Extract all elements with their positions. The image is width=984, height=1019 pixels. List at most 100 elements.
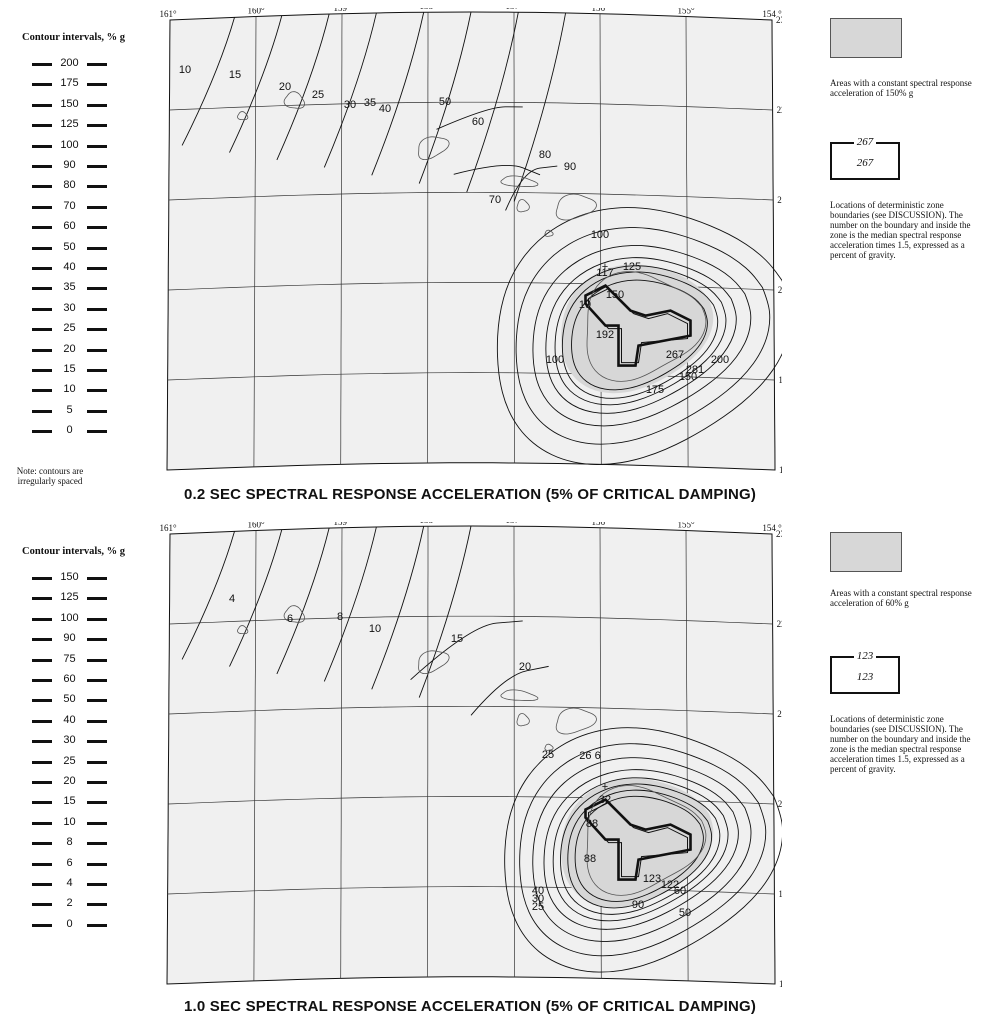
- interval-value: 10: [63, 815, 76, 828]
- longitude-label: 155°: [677, 8, 695, 16]
- contour-label: 117: [596, 267, 614, 279]
- longitude-label: 159°: [333, 8, 351, 13]
- parallel-line: [169, 615, 773, 625]
- interval-line-mark: [87, 597, 107, 601]
- interval-line-mark: [87, 638, 107, 642]
- interval-line-mark: [87, 679, 107, 682]
- island-outline: [516, 713, 530, 727]
- deterministic-zone-box: 267 267: [830, 136, 900, 180]
- contour-label: 15: [229, 69, 241, 81]
- interval-line-mark: [87, 144, 107, 148]
- interval-line-mark: [32, 165, 52, 168]
- interval-line-mark: [87, 821, 107, 825]
- latitude-label-right: 22°: [777, 105, 782, 115]
- contour-interval-row: 90: [30, 632, 110, 646]
- contour-interval-row: 20: [30, 343, 110, 357]
- latitude-label-right: 20°: [778, 799, 782, 809]
- zone-description: Locations of deterministic zone boundari…: [830, 200, 971, 260]
- longitude-label: 158°: [419, 522, 437, 525]
- longitude-label: 158°: [419, 8, 437, 11]
- interval-line-mark: [32, 760, 52, 764]
- interval-line-mark: [87, 348, 107, 352]
- meridian-line: [253, 16, 257, 467]
- interval-line-mark: [87, 389, 107, 393]
- meridian-line: [253, 530, 257, 981]
- interval-line-mark: [87, 328, 107, 332]
- contour-label: 15: [451, 633, 463, 645]
- contour-line: [519, 743, 767, 957]
- contour-interval-row: 40: [30, 714, 110, 728]
- contour-interval-row: 0: [30, 424, 110, 438]
- interval-line-mark: [87, 226, 107, 230]
- island-outline: [237, 111, 249, 121]
- contour-interval-row: 125: [30, 118, 110, 132]
- contour-line: [418, 11, 472, 184]
- interval-line-mark: [87, 699, 107, 703]
- contour-label: 90: [632, 899, 644, 911]
- island-outline: [544, 229, 554, 237]
- longitude-label: 161°: [160, 9, 177, 19]
- interval-line-mark: [32, 658, 52, 662]
- interval-value: 125: [60, 591, 79, 604]
- shaded-constant-zone: [561, 264, 714, 394]
- interval-line-mark: [32, 719, 52, 723]
- longitude-label: 154 °: [762, 9, 782, 19]
- interval-line-mark: [32, 842, 52, 846]
- interval-line-mark: [87, 883, 107, 886]
- interval-line-mark: [32, 124, 52, 128]
- latitude-label-right: 18°: [779, 979, 782, 988]
- interval-line-mark: [32, 903, 52, 907]
- interval-line-mark: [32, 348, 52, 352]
- contour-note: Note: contours are irregularly spaced: [16, 466, 84, 486]
- interval-line-mark: [87, 63, 107, 66]
- contour-label: 122: [661, 879, 679, 891]
- contour-interval-row: 70: [30, 200, 110, 214]
- contour-label: 267: [666, 349, 684, 361]
- interval-line-mark: [87, 205, 107, 209]
- contour-label: 192: [596, 329, 614, 341]
- contour-label: 40: [379, 103, 391, 115]
- zone-box-boundary-value: 123: [853, 650, 877, 662]
- interval-value: 150: [60, 571, 79, 583]
- constant-acceleration-swatch: [830, 18, 902, 58]
- contour-line: [410, 620, 523, 680]
- interval-line-mark: [87, 903, 107, 907]
- interval-line-mark: [32, 226, 52, 230]
- island-outline: [555, 707, 597, 735]
- contour-line: [276, 13, 330, 161]
- contour-label: 50: [679, 907, 691, 919]
- contour-interval-row: 15: [30, 363, 110, 377]
- island-outline: [516, 199, 530, 213]
- contour-interval-row: 175: [30, 77, 110, 91]
- interval-line-mark: [32, 883, 52, 886]
- longitude-label: 156°: [591, 8, 609, 13]
- contour-interval-row: 2: [30, 897, 110, 911]
- contour-label: 25: [532, 901, 544, 913]
- island-outline: [586, 785, 707, 896]
- interval-line-mark: [32, 577, 52, 580]
- longitude-label: 161°: [160, 523, 177, 533]
- contour-label: 150: [606, 289, 624, 301]
- contour-labels: 10 15 20 25 30 35 40 50 60 70 80 90 100 117 125 150 192 2…: [179, 64, 729, 396]
- panel-top: Contour intervals, % g 200 175 150 125 100 90…: [0, 0, 984, 508]
- latitude-label-right: 23°: [776, 529, 782, 539]
- swatch-description: Areas with a constant spectral response …: [830, 78, 972, 98]
- contour-label: +: [602, 781, 608, 793]
- zone-box-inner-value: 267: [856, 157, 874, 169]
- contour-line: [505, 165, 558, 211]
- contour-interval-row: 5: [30, 404, 110, 418]
- deterministic-zone-inner: [588, 801, 688, 878]
- interval-line-mark: [87, 103, 107, 107]
- island-outline: [586, 271, 707, 382]
- hazard-map-bottom: 161°160°159°158°157°156°155°154 °23°23°2…: [160, 522, 782, 988]
- interval-line-mark: [32, 389, 52, 393]
- interval-value: 90: [63, 632, 76, 645]
- interval-line-mark: [32, 597, 52, 601]
- contour-line: [504, 727, 782, 973]
- interval-line-mark: [32, 287, 52, 291]
- contour-interval-row: 50: [30, 693, 110, 707]
- interval-value: 60: [63, 220, 76, 233]
- interval-value: 25: [63, 754, 76, 767]
- contour-interval-row: 30: [30, 302, 110, 316]
- contour-line: [453, 165, 541, 176]
